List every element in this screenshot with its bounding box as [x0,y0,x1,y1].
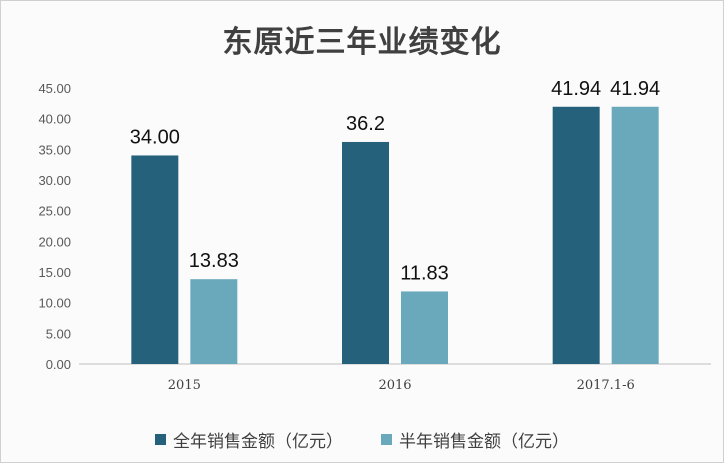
y-tick-label: 25.00 [38,204,71,219]
bar-full-year [552,106,600,364]
legend-label-full-year: 全年销售金额（亿元） [173,432,343,452]
y-tick-label: 5.00 [46,326,71,341]
legend-item-full-year: 全年销售金额（亿元） [155,427,343,452]
data-label: 36.2 [346,113,385,135]
data-label: 11.83 [400,262,449,284]
y-tick-label: 45.00 [38,81,71,96]
bar-half-year [190,279,238,364]
y-tick-label: 35.00 [38,142,71,157]
bar-half-year [611,106,659,364]
bar-full-year [131,155,179,364]
legend: 全年销售金额（亿元） 半年销售金额（亿元） [1,427,723,452]
x-tick-label: 2015 [168,378,201,393]
legend-item-half-year: 半年销售金额（亿元） [381,427,569,452]
data-label: 34.00 [130,126,180,148]
x-tick-label: 2016 [378,378,411,393]
legend-swatch-half-year [381,434,392,445]
y-tick-label: 30.00 [38,173,71,188]
data-label: 41.94 [610,78,660,100]
bar-full-year [342,141,389,364]
legend-label-half-year: 半年销售金额（亿元） [399,432,569,452]
data-label: 41.94 [551,78,601,100]
data-label: 13.83 [189,250,239,272]
y-tick-label: 20.00 [38,234,71,249]
y-tick-label: 40.00 [38,112,71,127]
legend-swatch-full-year [155,434,166,445]
y-tick-label: 10.00 [38,296,71,311]
bar-half-year [401,291,448,364]
x-tick-label: 2017.1-6 [577,378,635,393]
y-tick-label: 15.00 [38,265,71,280]
y-tick-label: 0.00 [46,357,71,372]
chart-title: 东原近三年业绩变化 [222,25,502,60]
